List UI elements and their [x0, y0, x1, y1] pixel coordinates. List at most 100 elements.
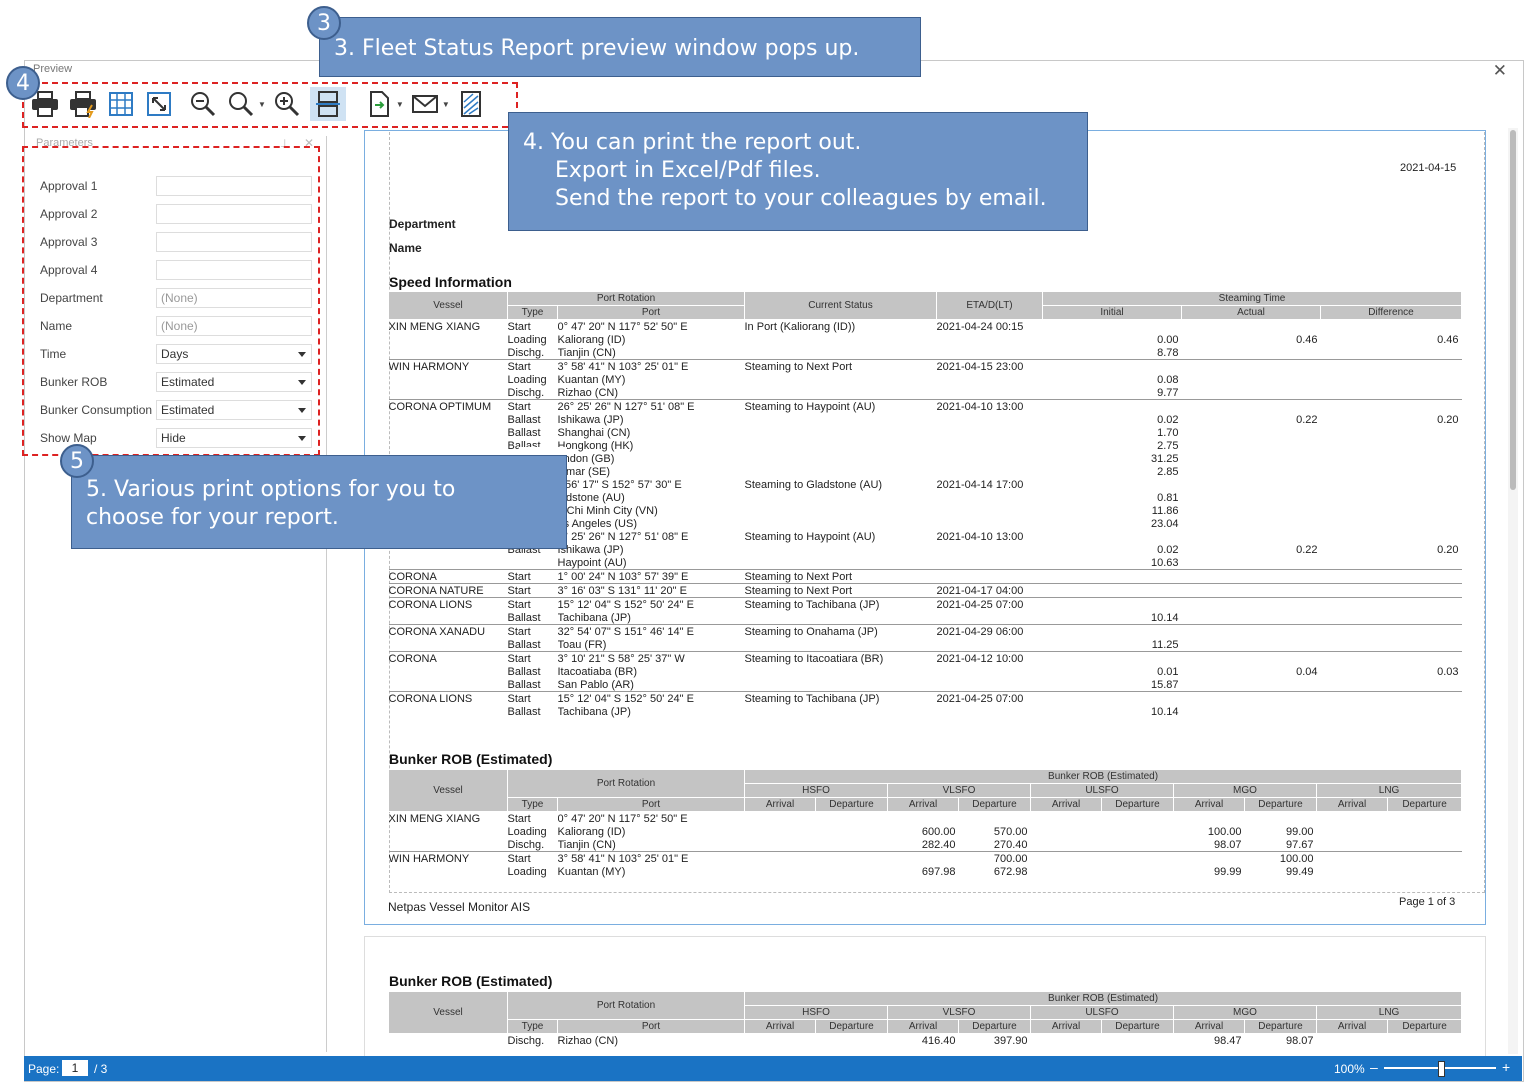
zoom-in-icon[interactable] — [272, 89, 302, 119]
table-cell: Ballast — [507, 665, 541, 678]
table-cell — [1181, 583, 1321, 598]
chevron-down-icon[interactable]: ▼ — [441, 99, 450, 109]
approval-3-field[interactable] — [156, 232, 312, 252]
col-mgo: MGO — [1173, 783, 1317, 798]
table-cell — [1321, 478, 1462, 491]
table-cell — [389, 611, 508, 625]
table-cell: Steaming to Tachibana (JP) — [744, 691, 937, 705]
table-cell — [1317, 838, 1388, 852]
table-cell — [745, 439, 937, 452]
callout-5: 5. Various print options for you to choo… — [71, 455, 567, 549]
table-cell — [745, 346, 937, 360]
col-departure: Departure — [1244, 1019, 1317, 1034]
zoom-minus-icon[interactable]: – — [1370, 1059, 1378, 1075]
speed-section-title: Speed Information — [389, 274, 512, 290]
approval-4-field[interactable] — [156, 260, 312, 280]
col-departure: Departure — [1101, 797, 1174, 812]
name-field[interactable]: (None) — [156, 316, 312, 336]
table-row: Dischg. Tianjin (CN) 8.78 — [389, 346, 1462, 360]
table-cell: Loading — [507, 333, 547, 346]
table-row: CORONA XANADU Start 32° 54' 07" S 151° 46'… — [388, 624, 1462, 638]
table-cell: 2.75 — [1157, 439, 1179, 452]
chevron-down-icon[interactable]: ▼ — [395, 99, 404, 109]
table-cell: Kuantan (MY) — [557, 373, 626, 386]
table-cell — [745, 812, 816, 826]
table-cell — [1321, 556, 1462, 570]
table-row: WIN HARMONY Start 3° 58' 41" N 103° 25' 01… — [388, 851, 1462, 865]
bunker-rob-select[interactable]: Estimated — [156, 372, 312, 392]
pin-icon[interactable]: ⊥ — [280, 138, 290, 150]
table-cell: 700.00 — [958, 851, 1031, 865]
table-cell: Ishikawa (JP) — [557, 413, 624, 426]
table-cell — [1321, 705, 1462, 718]
param-label: Approval 1 — [40, 179, 98, 193]
table-row: CORONA Start 1° 00' 24" N 103° 57' 39" E St… — [388, 569, 1462, 584]
table-cell: ladstone (AU) — [557, 491, 625, 504]
table-cell: 15.87 — [1150, 678, 1179, 691]
table-cell: Ballast — [507, 705, 541, 718]
table-cell: CORONA — [388, 569, 508, 584]
table-cell: 2021-04-25 07:00 — [936, 691, 1043, 705]
table-cell — [937, 543, 1043, 556]
department-field[interactable]: (None) — [156, 288, 312, 308]
table-cell: Loading — [507, 373, 547, 386]
export-icon[interactable] — [364, 89, 394, 119]
email-icon[interactable] — [410, 89, 440, 119]
table-cell: Start — [507, 812, 531, 825]
fit-page-icon[interactable] — [144, 89, 174, 119]
table-cell: 416.40 — [921, 1034, 956, 1047]
speed-table-body: XIN MENG XIANG Start 0° 47' 20" N 117° 52'… — [388, 320, 1462, 719]
page-setup-icon[interactable] — [106, 89, 136, 119]
vertical-scrollbar[interactable] — [1508, 128, 1518, 1054]
table-cell — [1181, 651, 1321, 665]
col-departure: Departure — [815, 797, 888, 812]
table-cell — [816, 1034, 888, 1048]
close-icon[interactable]: ✕ — [1492, 61, 1507, 80]
table-cell: 3° 58' 41" N 103° 25' 01" E — [557, 851, 745, 865]
param-row: Bunker Consumption Estimated — [40, 399, 316, 421]
table-cell — [1317, 825, 1388, 838]
approval-2-field[interactable] — [156, 204, 312, 224]
table-cell: Steaming to Next Port — [744, 583, 937, 598]
table-cell: 2021-04-24 00:15 — [936, 320, 1024, 333]
page-input[interactable]: 1 — [62, 1060, 88, 1076]
table-cell: almar (SE) — [557, 465, 611, 478]
bunker-consumption-select[interactable]: Estimated — [156, 400, 312, 420]
zoom-plus-icon[interactable]: + — [1502, 1059, 1511, 1075]
col-steaming-time: Steaming Time — [1041, 291, 1463, 306]
table-cell: CORONA — [388, 651, 508, 665]
table-cell: Start — [507, 691, 558, 705]
watermark-icon[interactable] — [456, 89, 486, 119]
table-cell — [937, 517, 1043, 530]
param-label: Bunker ROB — [40, 375, 108, 389]
print-icon[interactable] — [30, 89, 60, 119]
table-cell — [1102, 838, 1174, 852]
col-port: Port — [557, 305, 745, 320]
table-cell — [389, 1034, 508, 1048]
param-label: Approval 2 — [40, 207, 98, 221]
table-cell: CORONA NATURE — [388, 583, 508, 598]
show-map-select[interactable]: Hide — [156, 428, 312, 448]
table-cell — [1102, 1034, 1174, 1048]
close-icon[interactable]: ✕ — [304, 136, 315, 150]
table-cell: 2021-04-15 23:00 — [936, 359, 1043, 373]
chevron-down-icon[interactable]: ▼ — [258, 99, 266, 109]
scrollbar-thumb[interactable] — [1510, 130, 1516, 490]
col-eta: ETA/D(LT) — [936, 291, 1043, 320]
table-cell — [1182, 517, 1321, 530]
table-cell: Tianjin (CN) — [557, 838, 616, 851]
table-cell — [389, 373, 508, 386]
table-cell — [888, 812, 959, 826]
zoom-slider-thumb[interactable] — [1438, 1061, 1445, 1077]
zoom-out-icon[interactable] — [188, 89, 218, 119]
zoom-icon[interactable] — [226, 89, 256, 119]
table-cell — [1321, 517, 1462, 530]
table-cell — [1388, 865, 1462, 878]
approval-1-field[interactable] — [156, 176, 312, 196]
multi-page-icon[interactable] — [309, 87, 346, 121]
time-select[interactable]: Days — [156, 344, 312, 364]
table-cell — [745, 413, 937, 426]
table-cell — [937, 465, 1043, 478]
table-cell — [936, 569, 1043, 584]
quick-print-icon[interactable] — [68, 89, 98, 119]
